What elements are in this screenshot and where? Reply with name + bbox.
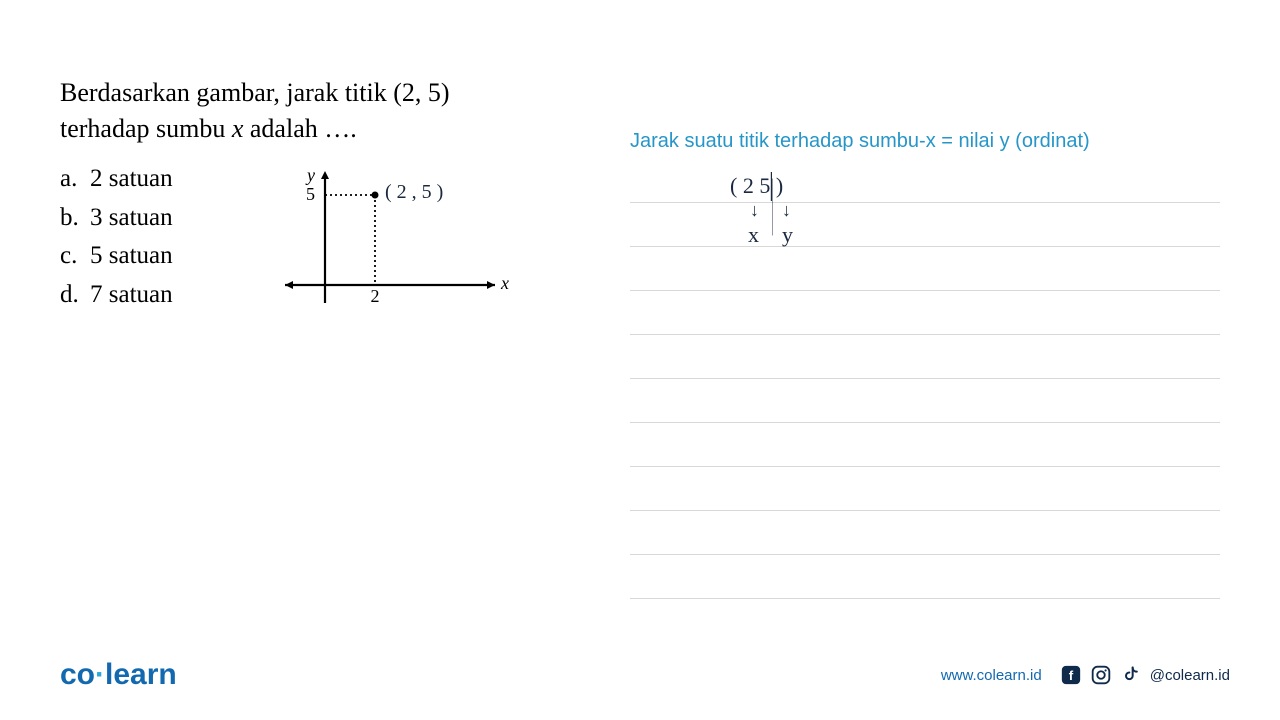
hw-arrow-right: ↓ (782, 200, 791, 221)
ruled-line (630, 247, 1220, 291)
logo-prefix: co (60, 658, 95, 691)
ruled-line (630, 379, 1220, 423)
question-line-1: Berdasarkan gambar, jarak titik (2, 5) (60, 75, 560, 111)
hint-text: Jarak suatu titik terhadap sumbu-x = nil… (630, 130, 1220, 153)
coordinate-diagram: 5 2 y x ( 2 , 5 ) (285, 165, 515, 325)
hw-vert-sep: | (771, 170, 773, 240)
svg-text:f: f (1068, 668, 1073, 683)
ruled-line (630, 511, 1220, 555)
point-label: ( 2 , 5 ) (385, 181, 443, 203)
ruled-line (630, 467, 1220, 511)
website-link[interactable]: www.colearn.id (941, 667, 1042, 684)
q-line2-suffix: adalah …. (243, 114, 356, 143)
ruled-line (630, 555, 1220, 599)
q-line2-var: x (232, 114, 244, 143)
hw-coord-open: ( 2 (730, 173, 754, 198)
logo-dot: · (95, 658, 105, 691)
x-axis-label: x (500, 273, 509, 293)
ruled-line (630, 291, 1220, 335)
social-group: f @colearn.id (1060, 664, 1230, 686)
ruled-line (630, 159, 1220, 203)
brand-logo: co·learn (60, 658, 177, 692)
footer-right: www.colearn.id f @colearn.id (941, 664, 1230, 686)
ruled-line (630, 203, 1220, 247)
footer: co·learn www.colearn.id f @colearn.id (60, 658, 1230, 692)
hw-coord: ( 2 5 ) (730, 173, 783, 199)
hw-y-label: y (782, 222, 793, 248)
facebook-icon[interactable]: f (1060, 664, 1082, 686)
question-line-2: terhadap sumbu x adalah …. (60, 111, 560, 147)
instagram-icon[interactable] (1090, 664, 1112, 686)
social-handle: @colearn.id (1150, 667, 1230, 684)
hw-x-label: x (748, 222, 759, 248)
q-line2-prefix: terhadap sumbu (60, 114, 232, 143)
ruled-line (630, 335, 1220, 379)
tiktok-icon[interactable] (1120, 664, 1142, 686)
hw-arrow-left: ↓ (750, 200, 759, 221)
x-tick-2: 2 (371, 286, 380, 306)
y-tick-5: 5 (306, 184, 315, 204)
y-axis-label: y (305, 165, 315, 185)
hint-area: Jarak suatu titik terhadap sumbu-x = nil… (630, 130, 1220, 599)
ruled-line (630, 423, 1220, 467)
logo-suffix: learn (105, 658, 177, 691)
